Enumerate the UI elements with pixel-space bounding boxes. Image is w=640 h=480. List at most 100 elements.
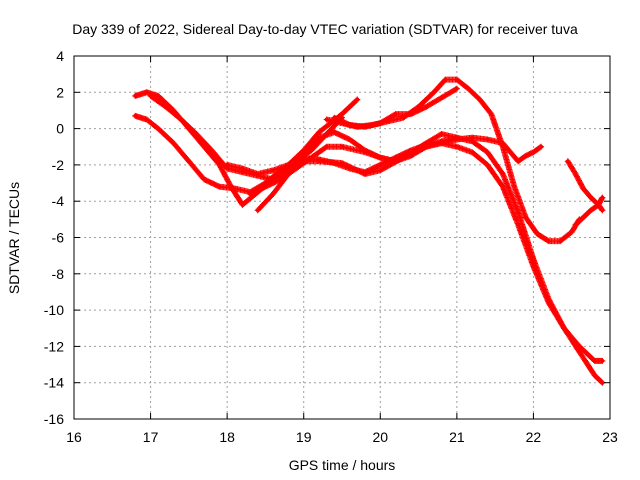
data-point — [535, 231, 540, 236]
data-point — [454, 137, 459, 142]
x-tick-label: 16 — [66, 429, 82, 445]
y-tick-label: 0 — [56, 121, 64, 137]
data-point — [516, 222, 521, 227]
data-point — [600, 208, 605, 213]
data-point — [470, 135, 475, 140]
data-point — [516, 210, 521, 215]
data-point — [255, 171, 260, 176]
data-point — [194, 132, 199, 137]
y-axis-label: SDTVAR / TECUs — [6, 182, 22, 294]
data-point — [271, 168, 276, 173]
data-point — [600, 195, 605, 200]
data-point — [500, 171, 505, 176]
data-point — [225, 162, 230, 167]
data-point — [573, 222, 578, 227]
data-point — [577, 349, 582, 354]
data-point — [454, 86, 459, 91]
data-point — [133, 93, 138, 98]
data-point — [144, 117, 149, 122]
data-point — [309, 155, 314, 160]
data-point — [255, 208, 260, 213]
data-point — [340, 144, 344, 149]
data-point — [588, 195, 593, 200]
data-point — [240, 202, 245, 207]
data-point — [347, 166, 352, 171]
data-point — [271, 191, 276, 196]
data-point — [596, 202, 601, 207]
data-point — [485, 137, 490, 142]
series-markers — [572, 194, 606, 228]
data-point — [443, 77, 448, 82]
data-point — [332, 161, 337, 166]
data-point — [362, 124, 367, 129]
x-tick-label: 20 — [372, 429, 388, 445]
data-point — [439, 132, 444, 137]
data-point — [286, 162, 291, 167]
data-point — [592, 358, 597, 363]
series-5 — [247, 134, 606, 386]
axis-ticks: 16 17 18 19 20 21 22 23 -16 -14 -12 -10 -8 -6 -4 -2 0 2 4 — [44, 48, 618, 445]
data-point — [523, 215, 528, 220]
data-point — [378, 155, 383, 160]
data-point — [393, 112, 398, 117]
data-point — [332, 130, 337, 135]
data-point — [156, 126, 161, 131]
data-point — [232, 186, 237, 191]
chart-title: Day 339 of 2022, Sidereal Day-to-day VTE… — [72, 21, 578, 37]
data-point — [144, 90, 149, 95]
data-point — [148, 93, 153, 98]
data-point — [546, 297, 551, 302]
data-points — [132, 76, 606, 386]
data-point — [217, 184, 222, 189]
data-point — [439, 141, 444, 146]
data-point — [301, 152, 306, 157]
series-6 — [254, 129, 545, 214]
data-point — [362, 170, 367, 175]
y-tick-label: -16 — [44, 411, 64, 427]
y-tick-label: 4 — [56, 48, 64, 64]
data-point — [355, 97, 360, 102]
data-point — [500, 144, 505, 149]
data-point — [133, 113, 138, 118]
data-point — [600, 380, 605, 385]
x-tick-label: 23 — [602, 429, 618, 445]
data-point — [186, 159, 191, 164]
y-tick-label: 2 — [56, 84, 64, 100]
data-point — [539, 144, 544, 149]
data-point — [347, 137, 352, 142]
series-8 — [331, 85, 460, 130]
data-point — [393, 159, 398, 164]
data-point — [378, 168, 383, 173]
data-point — [470, 150, 475, 155]
data-point — [588, 208, 593, 213]
data-point — [512, 184, 517, 189]
data-point — [558, 239, 563, 244]
data-point — [565, 159, 570, 164]
y-tick-label: -12 — [44, 338, 64, 354]
data-point — [317, 157, 322, 162]
data-point — [324, 144, 329, 149]
data-point — [378, 162, 383, 167]
data-point — [286, 171, 291, 176]
data-point — [489, 112, 494, 117]
data-point — [179, 117, 184, 122]
data-point — [156, 93, 161, 98]
data-point — [454, 144, 459, 149]
data-point — [477, 97, 482, 102]
data-point — [362, 148, 367, 153]
data-point — [317, 130, 322, 135]
data-point — [424, 144, 429, 149]
data-point — [171, 141, 176, 146]
data-point — [424, 104, 429, 109]
data-point — [332, 115, 337, 120]
data-point — [569, 230, 574, 235]
data-point — [581, 215, 586, 220]
data-point — [408, 112, 413, 117]
data-point — [340, 112, 344, 117]
data-point — [248, 191, 253, 196]
data-point — [378, 121, 383, 126]
data-point — [240, 166, 245, 171]
data-point — [562, 326, 567, 331]
series-7 — [323, 76, 583, 245]
x-tick-label: 21 — [449, 429, 465, 445]
